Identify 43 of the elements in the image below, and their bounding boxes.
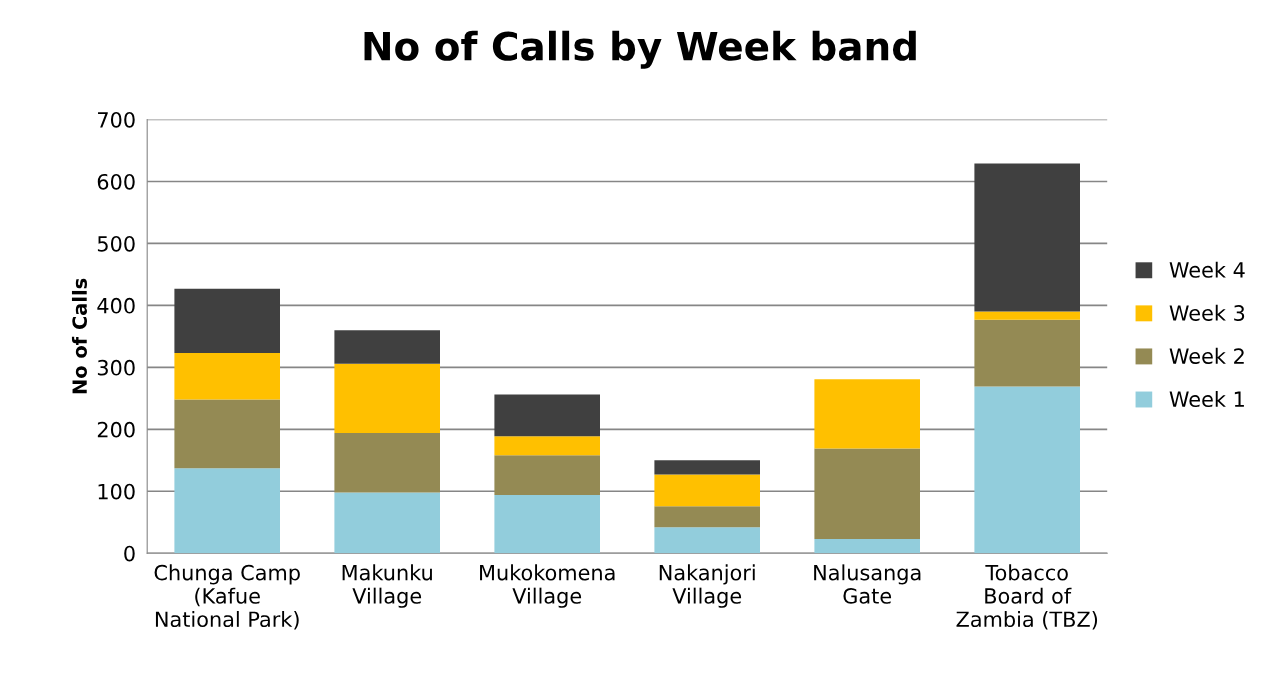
x-tick-label: Makunku Village [342, 564, 432, 608]
x-tick-label: Chunga Camp (Kafue National Park) [154, 564, 300, 630]
bar [974, 311, 1080, 320]
bar [494, 494, 600, 554]
legend-label: Week 2 [1169, 347, 1244, 364]
legend-label: Week 4 [1169, 261, 1245, 278]
y-tick-label: 700 [98, 111, 135, 128]
y-tick-label: 200 [97, 421, 135, 438]
bar [494, 394, 600, 437]
bar [334, 330, 440, 364]
y-tick-label: 300 [97, 359, 135, 376]
y-tick-label: 0 [124, 545, 135, 562]
bar [654, 460, 760, 475]
legend-label: Week 3 [1169, 304, 1245, 321]
bar [974, 386, 1080, 554]
x-tick-label: Tobacco Board of Zambia (TBZ) [956, 564, 1098, 630]
bar [334, 433, 440, 493]
x-tick-label: Mukokomena Village [480, 564, 615, 608]
bar [174, 288, 280, 354]
bar [814, 379, 920, 449]
bar [974, 163, 1080, 312]
chart-title: No of Calls by Week band [364, 30, 916, 69]
y-tick-label: 100 [98, 483, 135, 500]
bar [174, 353, 280, 400]
bar [814, 538, 920, 554]
y-axis-title: No of Calls [71, 278, 87, 394]
bar [494, 455, 600, 495]
y-tick-label: 500 [97, 235, 135, 252]
legend-label: Week 1 [1169, 390, 1244, 408]
bar [334, 363, 440, 434]
x-tick-label: Nakanjori Village [659, 564, 755, 608]
y-tick-label: 600 [97, 173, 135, 190]
bar [174, 399, 280, 469]
bar [654, 506, 760, 528]
bar [174, 468, 280, 554]
bar [974, 319, 1080, 387]
bar [654, 474, 760, 507]
bar [494, 436, 600, 456]
x-tick-label: Nalusanga Gate [814, 564, 921, 604]
bar [334, 492, 440, 554]
bar [814, 448, 920, 539]
y-tick-label: 400 [97, 297, 135, 314]
bar [654, 527, 760, 554]
